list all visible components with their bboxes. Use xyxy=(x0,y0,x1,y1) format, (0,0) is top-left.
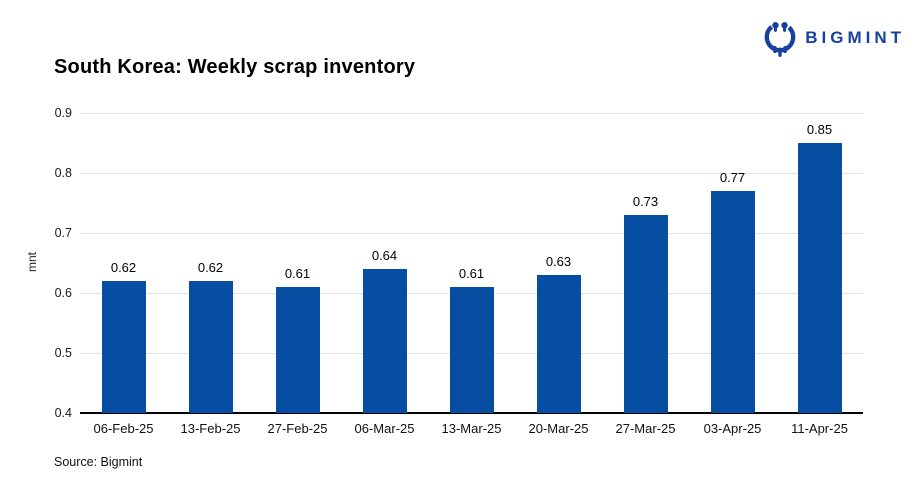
bar-20-Mar-25 xyxy=(536,275,581,413)
bar-value-label: 0.85 xyxy=(806,122,833,137)
bar-27-Feb-25 xyxy=(275,287,320,413)
bar-value-label: 0.62 xyxy=(110,260,137,275)
x-tick-label: 27-Mar-25 xyxy=(615,421,676,436)
x-tick-label: 13-Feb-25 xyxy=(180,421,241,436)
bar-column: 0.61 xyxy=(254,113,341,413)
x-tick-label: 06-Mar-25 xyxy=(354,421,415,436)
y-gridline xyxy=(80,233,863,234)
plot-area: 0.9 0.8 0.7 0.6 0.5 0.4 0.62 0.62 0.61 0.64 0.61 0.… xyxy=(55,106,863,420)
bigmint-logo-icon xyxy=(764,21,796,57)
x-tick-label: 13-Mar-25 xyxy=(441,421,502,436)
bar-column: 0.85 xyxy=(776,113,863,413)
x-tick-label: 27-Feb-25 xyxy=(267,421,328,436)
y-tick-label: 0.9 xyxy=(54,106,72,120)
bar-06-Mar-25 xyxy=(362,269,407,413)
x-axis-labels: 06-Feb-25 13-Feb-25 27-Feb-25 06-Mar-25 13-M… xyxy=(80,421,863,436)
y-tick-label: 0.6 xyxy=(54,286,72,300)
y-gridline xyxy=(80,113,863,114)
bar-value-label: 0.61 xyxy=(458,266,485,281)
bar-column: 0.77 xyxy=(689,113,776,413)
bar-13-Feb-25 xyxy=(188,281,233,413)
x-tick-label: 06-Feb-25 xyxy=(93,421,154,436)
bar-column: 0.62 xyxy=(80,113,167,413)
y-tick-label: 0.4 xyxy=(54,406,72,420)
bar-value-label: 0.73 xyxy=(632,194,659,209)
bar-value-label: 0.64 xyxy=(371,248,398,263)
y-gridline xyxy=(80,173,863,174)
bars-container: 0.62 0.62 0.61 0.64 0.61 0.63 0.73 0.77 0.85 xyxy=(80,113,863,413)
bar-column: 0.64 xyxy=(341,113,428,413)
bar-value-label: 0.63 xyxy=(545,254,572,269)
source-note: Source: Bigmint xyxy=(54,455,143,469)
x-tick-label: 20-Mar-25 xyxy=(528,421,589,436)
bar-column: 0.61 xyxy=(428,113,515,413)
y-tick-label: 0.8 xyxy=(54,166,72,180)
y-tick-label: 0.5 xyxy=(54,346,72,360)
bar-column: 0.73 xyxy=(602,113,689,413)
bigmint-logo-text: BIGMINT xyxy=(805,28,905,47)
bar-11-Apr-25 xyxy=(797,143,842,413)
bar-column: 0.62 xyxy=(167,113,254,413)
bar-27-Mar-25 xyxy=(623,215,668,413)
y-axis-title: mnt xyxy=(25,252,39,273)
bar-value-label: 0.62 xyxy=(197,260,224,275)
bar-value-label: 0.77 xyxy=(719,170,746,185)
bar-03-Apr-25 xyxy=(710,191,755,413)
bar-06-Feb-25 xyxy=(101,281,146,413)
bar-column: 0.63 xyxy=(515,113,602,413)
x-tick-label: 11-Apr-25 xyxy=(791,421,848,436)
bar-value-label: 0.61 xyxy=(284,266,311,281)
x-tick-label: 03-Apr-25 xyxy=(703,421,762,436)
bar-13-Mar-25 xyxy=(449,287,494,413)
page-title: South Korea: Weekly scrap inventory xyxy=(54,56,416,78)
y-tick-label: 0.7 xyxy=(54,226,72,240)
x-axis-line xyxy=(80,412,863,414)
bigmint-logo: BIGMINT xyxy=(763,19,905,57)
